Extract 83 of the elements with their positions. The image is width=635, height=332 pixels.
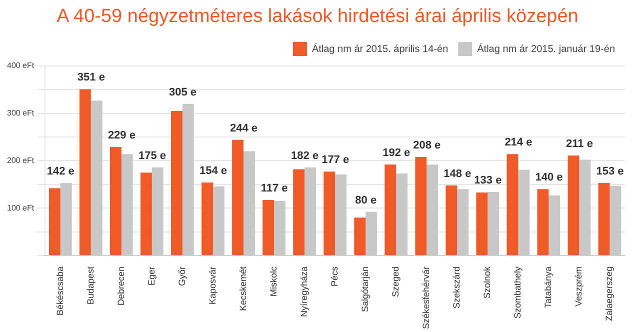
bar <box>304 167 316 255</box>
y-tick-label: 400 eFt <box>6 61 35 70</box>
bar <box>506 154 518 255</box>
x-tick-label: Budapest <box>85 266 96 304</box>
x-tick-label: Szekszárd <box>452 266 462 308</box>
bar <box>446 185 458 255</box>
data-label: 117 e <box>260 182 288 195</box>
x-tick-label: Debrecen <box>116 266 126 306</box>
bar <box>244 151 255 255</box>
legend-label: Átlag nm ár 2015. január 19-én <box>477 42 616 55</box>
bar <box>232 140 244 255</box>
data-label: 133 e <box>474 174 502 187</box>
chart-title: A 40-59 négyzetméteres lakások hirdetési árai április közepén <box>56 6 580 29</box>
x-tick-label: Miskolc <box>268 266 279 296</box>
bar <box>202 182 213 255</box>
x-tick-label: Tatabánya <box>543 266 554 308</box>
bar <box>324 172 336 255</box>
data-label: 80 e <box>355 194 377 206</box>
bar <box>537 189 549 255</box>
bar <box>384 164 396 255</box>
data-label: 214 e <box>504 136 532 149</box>
bar <box>110 147 122 255</box>
bar <box>598 183 610 255</box>
data-label: 182 e <box>291 150 319 162</box>
bar <box>48 188 60 255</box>
y-tick-label: 300 eFt <box>6 108 35 118</box>
bar <box>457 189 469 255</box>
x-tick-label: Zalaegerszeg <box>604 266 614 322</box>
bar <box>354 218 366 255</box>
data-label: 175 e <box>138 150 166 162</box>
data-label: 192 e <box>382 147 410 160</box>
x-tick-label: Kaposvár <box>207 266 218 304</box>
bar <box>366 212 378 255</box>
data-label: 177 e <box>322 154 350 166</box>
bar <box>171 111 182 255</box>
data-label: 229 e <box>108 130 136 142</box>
data-label: 153 e <box>596 166 624 178</box>
data-label: 148 e <box>444 168 472 180</box>
x-tick-label: Salgótarján <box>360 266 370 312</box>
data-label: 351 e <box>77 72 105 84</box>
bar <box>121 154 133 255</box>
bar <box>488 192 500 255</box>
bar <box>293 169 305 255</box>
bar <box>476 192 488 255</box>
x-tick-label: Nyíregyháza <box>299 266 310 317</box>
bar <box>415 156 427 255</box>
bar <box>262 200 274 255</box>
bar <box>90 100 102 255</box>
bar <box>579 160 591 255</box>
x-tick-label: Székesfehérvár <box>421 266 432 329</box>
x-tick-label: Győr <box>176 266 187 286</box>
x-tick-label: Szolnok <box>482 266 492 298</box>
bar <box>610 186 622 255</box>
bar <box>548 195 560 255</box>
bar <box>518 170 530 255</box>
bar <box>274 201 286 255</box>
y-tick-label: 200 eFt <box>6 156 35 165</box>
data-label: 244 e <box>230 122 258 134</box>
bar <box>335 174 347 255</box>
x-tick-label: Veszprém <box>574 266 584 306</box>
bar <box>152 167 164 255</box>
data-label: 142 e <box>46 166 74 178</box>
bar <box>140 172 152 255</box>
data-label: 211 e <box>566 138 593 150</box>
data-label: 305 e <box>168 86 197 98</box>
legend-label: Átlag nm ár 2015. április 14-én <box>312 42 448 55</box>
data-label: 208 e <box>413 139 441 152</box>
bar <box>79 89 91 255</box>
bar <box>426 164 438 255</box>
x-tick-label: Békéscsaba <box>54 266 65 316</box>
data-label: 154 e <box>200 165 228 178</box>
x-tick-label: Kecskemét <box>238 266 248 311</box>
bar <box>396 174 408 255</box>
bar <box>212 186 224 255</box>
data-label: 140 e <box>535 172 563 184</box>
bar <box>182 104 194 255</box>
x-tick-label: Eger <box>146 266 156 286</box>
y-tick-label: 100 eFt <box>6 203 35 212</box>
x-tick-label: Szeged <box>390 266 401 297</box>
x-tick-label: Szombathely <box>512 266 523 318</box>
bar <box>60 183 72 255</box>
x-tick-label: Pécs <box>330 266 340 286</box>
bar <box>568 156 580 255</box>
